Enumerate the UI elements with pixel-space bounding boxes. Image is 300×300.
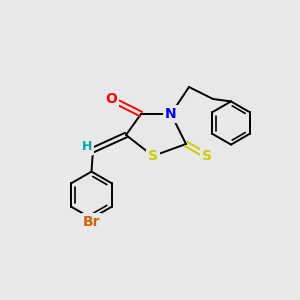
Text: H: H <box>82 140 92 154</box>
Text: Br: Br <box>83 215 100 229</box>
Text: O: O <box>105 92 117 106</box>
Text: S: S <box>202 149 212 163</box>
Text: S: S <box>148 149 158 163</box>
Text: N: N <box>165 107 177 121</box>
